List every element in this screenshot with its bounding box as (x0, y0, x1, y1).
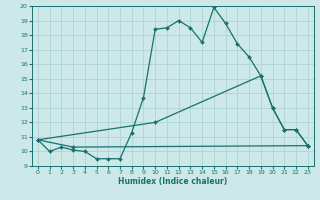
X-axis label: Humidex (Indice chaleur): Humidex (Indice chaleur) (118, 177, 228, 186)
